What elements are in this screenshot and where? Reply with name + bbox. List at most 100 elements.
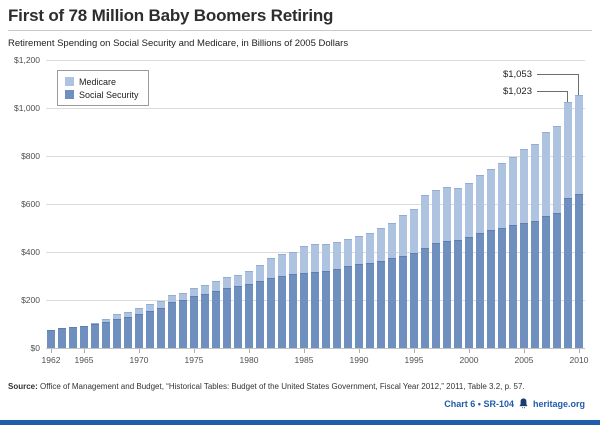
source-note: Source: Office of Management and Budget,… — [8, 382, 592, 391]
bar-segment-medicare — [146, 304, 154, 311]
bar-segment-social-security — [531, 221, 539, 348]
bar-segment-social-security — [520, 223, 528, 348]
title-divider — [8, 30, 592, 31]
bar-segment-medicare — [223, 277, 231, 288]
bar-segment-social-security — [47, 330, 55, 348]
bar-segment-social-security — [498, 228, 506, 348]
x-axis-tick — [194, 349, 195, 353]
bar-segment-social-security — [113, 319, 121, 348]
bar-segment-medicare — [179, 293, 187, 300]
x-axis-tick — [139, 349, 140, 353]
bar-segment-medicare — [377, 228, 385, 261]
annotation-callout-line — [537, 90, 568, 92]
bar-segment-medicare — [234, 275, 242, 286]
bar-segment-social-security — [300, 273, 308, 348]
y-axis-tick-label: $200 — [21, 295, 40, 305]
x-axis-tick — [579, 349, 580, 353]
x-axis-tick — [524, 349, 525, 353]
gridline — [46, 348, 585, 349]
bar-segment-social-security — [366, 263, 374, 348]
bar-segment-medicare — [476, 175, 484, 233]
bar-segment-medicare — [575, 95, 583, 194]
bar-segment-social-security — [410, 253, 418, 348]
bar-segment-social-security — [454, 240, 462, 348]
bar-segment-medicare — [366, 233, 374, 263]
annotation-callout-line — [537, 74, 579, 75]
bar-segment-medicare — [168, 295, 176, 302]
bar-segment-social-security — [487, 230, 495, 348]
heritage-bell-logo-icon — [518, 398, 529, 409]
x-axis-tick — [359, 349, 360, 353]
bar-segment-social-security — [201, 294, 209, 348]
bar-segment-medicare — [311, 244, 319, 272]
x-axis-tick-label: 1980 — [239, 355, 259, 365]
bar-segment-social-security — [102, 322, 110, 348]
bar-segment-social-security — [399, 256, 407, 348]
social-security-swatch-icon — [65, 90, 74, 99]
bar-segment-social-security — [421, 248, 429, 348]
source-label: Source: — [8, 382, 38, 391]
legend-item-social-security: Social Security — [65, 88, 139, 101]
legend-item-medicare: Medicare — [65, 75, 139, 88]
chart-credit: Chart 6 • SR-104 — [444, 398, 514, 409]
bar-segment-social-security — [388, 258, 396, 348]
bar-segment-medicare — [289, 252, 297, 274]
bar-segment-medicare — [135, 308, 143, 314]
bar-segment-medicare — [245, 271, 253, 284]
bar-segment-social-security — [135, 314, 143, 348]
bar-segment-social-security — [267, 278, 275, 348]
bar-segment-medicare — [333, 242, 341, 269]
annotation-callout-line — [578, 74, 579, 95]
bar-segment-medicare — [454, 188, 462, 240]
source-text: Office of Management and Budget, “Histor… — [37, 382, 525, 391]
x-axis-tick — [414, 349, 415, 353]
x-axis-tick — [51, 349, 52, 353]
value-annotation: $1,053 — [502, 69, 532, 80]
x-axis-tick-label: 1962 — [41, 355, 61, 365]
chart-subtitle: Retirement Spending on Social Security a… — [8, 38, 349, 49]
bar-segment-social-security — [575, 194, 583, 348]
x-axis-tick — [304, 349, 305, 353]
gridline — [46, 108, 585, 109]
bar-segment-medicare — [553, 126, 561, 213]
bar-segment-medicare — [542, 132, 550, 216]
medicare-swatch-icon — [65, 77, 74, 86]
bar-segment-social-security — [443, 241, 451, 348]
bar-segment-medicare — [443, 187, 451, 241]
credit-line: Chart 6 • SR-104 heritage.org — [444, 398, 585, 409]
bar-segment-medicare — [388, 223, 396, 258]
bar-segment-medicare — [344, 239, 352, 266]
bar-segment-medicare — [487, 169, 495, 230]
bar-segment-social-security — [476, 233, 484, 348]
footer-accent-bar — [0, 420, 600, 425]
y-axis-tick-label: $0 — [30, 343, 40, 353]
legend-label: Social Security — [79, 89, 139, 100]
bar-segment-social-security — [465, 237, 473, 348]
bar-segment-social-security — [432, 243, 440, 348]
annotation-callout-line — [567, 90, 568, 102]
y-axis-tick-label: $1,000 — [14, 103, 40, 113]
y-axis-tick-label: $400 — [21, 247, 40, 257]
bar-segment-medicare — [421, 195, 429, 248]
bar-segment-social-security — [344, 266, 352, 348]
bar-segment-social-security — [256, 281, 264, 348]
gridline — [46, 204, 585, 205]
heritage-site-link[interactable]: heritage.org — [532, 398, 585, 409]
bar-segment-social-security — [355, 264, 363, 348]
x-axis-tick — [84, 349, 85, 353]
bar-segment-social-security — [245, 284, 253, 348]
bar-segment-medicare — [102, 319, 110, 322]
bar-segment-medicare — [124, 312, 132, 317]
bar-segment-medicare — [520, 149, 528, 223]
bar-segment-social-security — [58, 328, 66, 348]
x-axis-tick-label: 1990 — [349, 355, 369, 365]
bar-segment-social-security — [91, 324, 99, 348]
bar-segment-medicare — [190, 288, 198, 296]
bar-segment-medicare — [212, 281, 220, 291]
value-annotation: $1,023 — [502, 85, 532, 97]
x-axis-tick-label: 2000 — [459, 355, 479, 365]
y-axis-tick-label: $600 — [21, 199, 40, 209]
bar-segment-social-security — [190, 296, 198, 348]
chart-legend: Medicare Social Security — [57, 70, 149, 106]
bar-segment-social-security — [168, 302, 176, 348]
